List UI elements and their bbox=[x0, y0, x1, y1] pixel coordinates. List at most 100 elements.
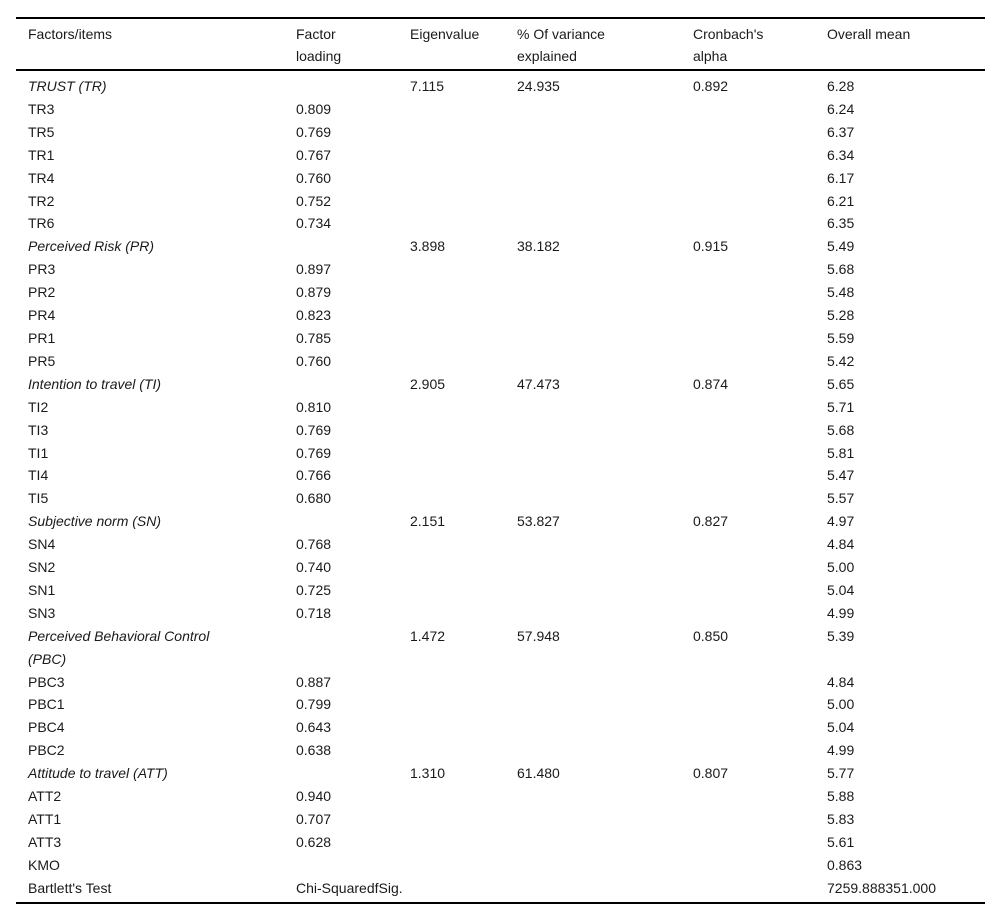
factor-row: Subjective norm (SN) 2.151 53.827 0.827 4.97 bbox=[16, 510, 985, 533]
eigenvalue-cell bbox=[410, 464, 517, 487]
factor-item-cell: TR1 bbox=[28, 146, 55, 163]
factor-loading-cell: 0.707 bbox=[296, 811, 332, 827]
cronbachs-alpha-cell bbox=[693, 671, 827, 694]
eigenvalue-cell bbox=[410, 281, 517, 304]
item-row: TI1 0.769 5.81 bbox=[16, 442, 985, 465]
overall-mean-cell: 5.28 bbox=[827, 307, 855, 324]
variance-explained-cell bbox=[517, 350, 693, 373]
factor-item-cell: ATT3 bbox=[28, 833, 62, 850]
factor-loading-cell bbox=[296, 854, 410, 877]
cronbachs-alpha-cell bbox=[693, 327, 827, 350]
item-row: PR3 0.897 5.68 bbox=[16, 258, 985, 281]
item-row: SN3 0.718 4.99 bbox=[16, 602, 985, 625]
factor-loading-cell: 0.766 bbox=[296, 467, 332, 484]
overall-mean-cell: 5.04 bbox=[827, 581, 855, 598]
eigenvalue-cell bbox=[410, 304, 517, 327]
item-row: SN1 0.725 5.04 bbox=[16, 579, 985, 602]
factor-loading-cell: 0.767 bbox=[296, 146, 332, 163]
cronbachs-alpha-cell bbox=[693, 556, 827, 579]
cronbachs-alpha-cell: 0.807 bbox=[693, 765, 729, 782]
table-header-row: Factors/items Factor loading Eigenvalue … bbox=[16, 19, 985, 69]
eigenvalue-cell bbox=[410, 739, 517, 762]
overall-mean-cell: 4.99 bbox=[827, 742, 855, 759]
cronbachs-alpha-cell bbox=[693, 212, 827, 235]
cronbachs-alpha-cell bbox=[693, 121, 827, 144]
factor-item-cell: TI4 bbox=[28, 467, 49, 484]
factor-loading-cell: 0.799 bbox=[296, 696, 332, 713]
item-row: TI3 0.769 5.68 bbox=[16, 419, 985, 442]
eigenvalue-cell: 3.898 bbox=[410, 238, 446, 255]
item-row: TR6 0.734 6.35 bbox=[16, 212, 985, 235]
cronbachs-alpha-cell bbox=[693, 808, 827, 831]
variance-explained-cell bbox=[517, 487, 693, 510]
table-top-rule bbox=[16, 17, 985, 19]
overall-mean-cell: 5.48 bbox=[827, 284, 855, 301]
column-header-overall-mean: Overall mean bbox=[827, 25, 911, 42]
factor-item-cell: TR5 bbox=[28, 123, 55, 140]
factor-item-cell: Perceived Risk (PR) bbox=[28, 238, 155, 255]
factor-loading-cell bbox=[296, 762, 410, 785]
overall-mean-cell: 5.81 bbox=[827, 444, 855, 461]
overall-mean-cell: 5.88 bbox=[827, 788, 855, 805]
cronbachs-alpha-cell bbox=[693, 304, 827, 327]
factor-item-cell: Attitude to travel (ATT) bbox=[28, 765, 168, 782]
item-row: PBC3 0.887 4.84 bbox=[16, 671, 985, 694]
eigenvalue-cell bbox=[410, 167, 517, 190]
overall-mean-cell: 5.04 bbox=[827, 719, 855, 736]
cronbachs-alpha-cell bbox=[693, 167, 827, 190]
variance-explained-cell bbox=[517, 442, 693, 465]
item-row: TR3 0.809 6.24 bbox=[16, 98, 985, 121]
eigenvalue-cell bbox=[410, 327, 517, 350]
item-row: SN2 0.740 5.00 bbox=[16, 556, 985, 579]
factor-item-cell: SN3 bbox=[28, 604, 56, 621]
factor-loading-cell bbox=[296, 75, 410, 98]
eigenvalue-cell bbox=[410, 831, 517, 854]
eigenvalue-cell bbox=[410, 258, 517, 281]
cronbachs-alpha-cell bbox=[693, 464, 827, 487]
factor-item-cell: TI5 bbox=[28, 490, 49, 507]
cronbachs-alpha-cell: 0.827 bbox=[693, 513, 729, 530]
variance-explained-cell bbox=[517, 785, 693, 808]
eigenvalue-cell: 2.151 bbox=[410, 513, 446, 530]
variance-explained-cell: 53.827 bbox=[517, 513, 560, 530]
overall-mean-cell: 7259.888351.000 bbox=[827, 879, 936, 896]
cronbachs-alpha-cell bbox=[693, 442, 827, 465]
factor-row: Perceived Behavioral Control (PBC) 1.472 5… bbox=[16, 625, 985, 671]
eigenvalue-cell bbox=[410, 98, 517, 121]
variance-explained-cell bbox=[517, 808, 693, 831]
item-row: PBC1 0.799 5.00 bbox=[16, 693, 985, 716]
eigenvalue-cell bbox=[410, 671, 517, 694]
variance-explained-cell: 61.480 bbox=[517, 765, 560, 782]
overall-mean-cell: 5.39 bbox=[827, 627, 855, 644]
overall-mean-cell: 5.71 bbox=[827, 398, 855, 415]
eigenvalue-cell bbox=[410, 556, 517, 579]
variance-explained-cell bbox=[517, 533, 693, 556]
factor-analysis-table: Factors/items Factor loading Eigenvalue … bbox=[16, 17, 985, 905]
item-row: TR2 0.752 6.21 bbox=[16, 190, 985, 213]
overall-mean-cell: 5.61 bbox=[827, 833, 855, 850]
cronbachs-alpha-cell bbox=[693, 258, 827, 281]
cronbachs-alpha-cell bbox=[693, 419, 827, 442]
variance-explained-cell: 38.182 bbox=[517, 238, 560, 255]
factor-item-cell: PR4 bbox=[28, 307, 56, 324]
variance-explained-cell bbox=[517, 716, 693, 739]
cronbachs-alpha-cell bbox=[693, 739, 827, 762]
variance-explained-cell: 47.473 bbox=[517, 375, 560, 392]
factor-loading-cell: 0.823 bbox=[296, 307, 332, 324]
factor-item-cell: KMO bbox=[28, 856, 60, 873]
cronbachs-alpha-cell bbox=[693, 98, 827, 121]
item-row: TI4 0.766 5.47 bbox=[16, 464, 985, 487]
variance-explained-cell bbox=[517, 739, 693, 762]
factor-item-cell: TR2 bbox=[28, 192, 55, 209]
cronbachs-alpha-cell bbox=[693, 693, 827, 716]
variance-explained-cell bbox=[517, 831, 693, 854]
item-row: ATT1 0.707 5.83 bbox=[16, 808, 985, 831]
factor-item-cell: TR3 bbox=[28, 100, 55, 117]
eigenvalue-cell bbox=[410, 854, 517, 877]
overall-mean-cell: 6.28 bbox=[827, 78, 855, 94]
overall-mean-cell: 6.34 bbox=[827, 146, 855, 163]
factor-item-cell: ATT1 bbox=[28, 811, 62, 827]
factor-item-cell: PR3 bbox=[28, 261, 56, 278]
item-row: TI2 0.810 5.71 bbox=[16, 396, 985, 419]
